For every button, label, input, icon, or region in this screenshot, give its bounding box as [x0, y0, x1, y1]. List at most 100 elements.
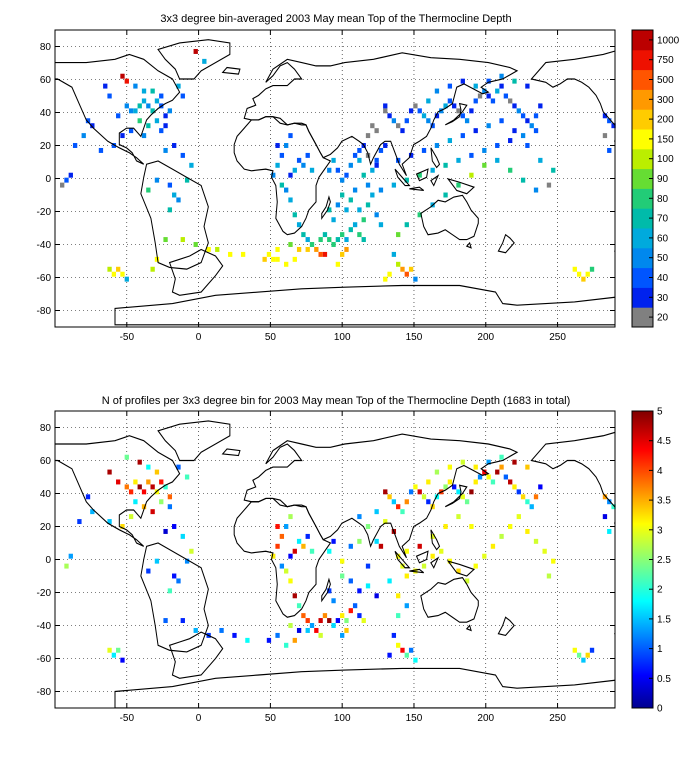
data-bin	[133, 108, 138, 114]
data-bin	[447, 138, 453, 144]
x-tick-label: 0	[196, 332, 202, 343]
data-bin	[154, 118, 160, 124]
data-bin	[163, 237, 168, 243]
data-bin	[124, 454, 129, 460]
data-bin	[331, 242, 336, 247]
data-bin	[327, 548, 332, 554]
data-bin	[383, 519, 388, 525]
data-bin	[141, 489, 147, 495]
data-bin	[305, 533, 310, 539]
data-bin	[443, 103, 448, 109]
data-bin	[357, 588, 362, 594]
data-bin	[275, 162, 280, 168]
data-bin	[124, 78, 129, 84]
data-bin	[361, 172, 366, 178]
data-bin	[400, 509, 405, 515]
colorbar-cell	[632, 30, 653, 51]
data-bin	[426, 479, 431, 485]
data-bin	[180, 618, 185, 624]
data-bin	[460, 113, 465, 119]
data-bin	[176, 464, 181, 470]
data-bin	[98, 147, 104, 153]
data-bin	[163, 147, 168, 153]
colorbar-cell	[632, 129, 653, 150]
data-bin	[383, 276, 388, 282]
data-bin	[589, 647, 595, 653]
data-bin	[607, 528, 612, 534]
data-bin	[456, 182, 461, 188]
data-bin	[116, 113, 121, 119]
y-tick-label: -40	[37, 240, 52, 251]
data-bin	[120, 524, 125, 529]
data-bin	[365, 182, 371, 188]
bottom-chart-title: N of profiles per 3x3 degree bin for 200…	[102, 395, 571, 407]
y-tick-label: 20	[40, 141, 52, 152]
data-bin	[361, 237, 366, 243]
data-bin	[348, 608, 353, 614]
data-bin	[396, 593, 401, 599]
data-bin	[490, 479, 496, 485]
data-bin	[439, 548, 444, 554]
data-bin	[391, 632, 397, 638]
data-bin	[374, 538, 379, 544]
bottom-colorbar-gradient	[632, 411, 653, 708]
data-bin	[490, 98, 496, 104]
data-bin	[111, 652, 117, 658]
data-bin	[271, 553, 276, 559]
colorbar-label: 100	[657, 154, 674, 165]
data-bin	[357, 538, 362, 544]
data-bin	[525, 118, 530, 124]
data-bin	[512, 78, 517, 84]
data-bin	[189, 162, 194, 168]
data-bin	[508, 167, 513, 173]
data-bin	[146, 123, 151, 129]
data-bin	[271, 256, 276, 262]
data-bin	[128, 489, 134, 495]
data-bin	[477, 93, 483, 99]
colorbar-label: 1.5	[657, 614, 671, 625]
x-tick-label: -50	[120, 713, 135, 724]
data-bin	[434, 113, 440, 119]
data-bin	[327, 618, 332, 624]
data-bin	[305, 618, 310, 624]
x-tick-label: -50	[120, 332, 135, 343]
data-bin	[365, 563, 371, 569]
data-bin	[447, 83, 453, 89]
data-bin	[516, 514, 521, 520]
data-bin	[520, 494, 526, 500]
data-bin	[159, 93, 164, 99]
data-bin	[482, 147, 487, 153]
colorbar-label: 2	[657, 585, 663, 596]
data-bin	[180, 237, 185, 243]
data-bin	[327, 207, 332, 213]
data-bin	[348, 578, 353, 584]
top-chart-title: 3x3 degree bin-averaged 2003 May mean To…	[160, 13, 511, 25]
top-x-axis: -50 0 50 100 150 200 250	[120, 30, 566, 343]
data-bin	[68, 172, 73, 178]
colorbar-cell	[632, 247, 653, 269]
colorbar-label: 40	[657, 273, 669, 284]
data-bin	[404, 603, 409, 609]
data-bin	[284, 187, 289, 193]
data-bin	[383, 489, 388, 495]
data-bin	[391, 182, 397, 188]
colorbar-cell	[632, 287, 653, 308]
colorbar-label: 500	[657, 75, 674, 86]
data-bin	[137, 118, 142, 124]
data-bin	[206, 246, 211, 252]
data-bin	[413, 568, 418, 574]
data-bin	[426, 499, 431, 505]
data-bin	[533, 187, 539, 193]
data-bin	[133, 83, 138, 89]
data-bin	[473, 98, 478, 104]
data-bin	[344, 246, 349, 252]
data-bin	[503, 474, 509, 480]
data-bin	[124, 484, 129, 490]
data-bin	[296, 538, 302, 544]
data-bin	[404, 222, 409, 228]
data-bin	[344, 237, 349, 243]
data-bin	[167, 207, 173, 213]
data-bin	[292, 593, 297, 599]
data-bin	[525, 464, 530, 470]
